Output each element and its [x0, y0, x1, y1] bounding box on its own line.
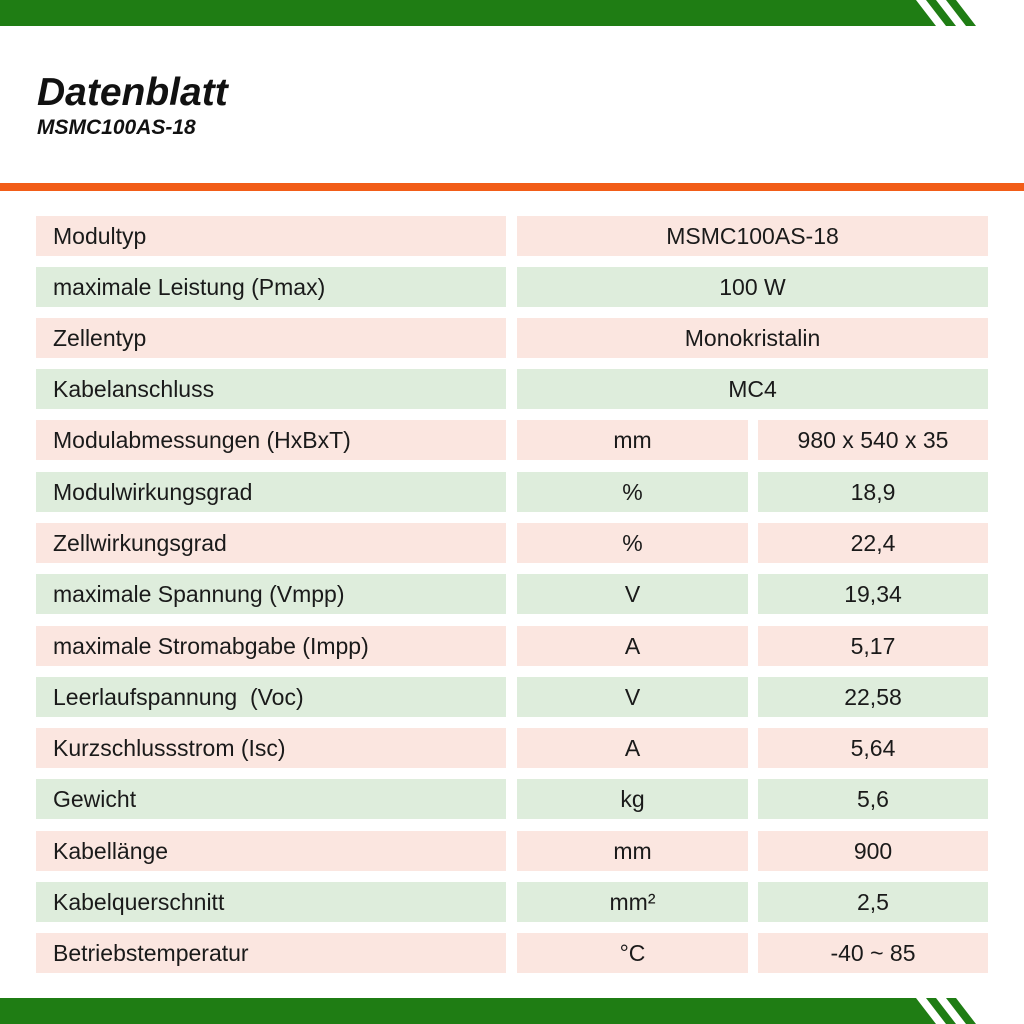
table-row: Kurzschlussstrom (Isc) A 5,64 — [36, 728, 988, 768]
table-row: Modultyp MSMC100AS-18 — [36, 216, 988, 256]
row-unit: % — [517, 523, 748, 563]
row-label: Zellwirkungsgrad — [36, 523, 506, 563]
row-label: Leerlaufspannung (Voc) — [36, 677, 506, 717]
row-value: 5,6 — [758, 779, 988, 819]
row-label: Modulabmessungen (HxBxT) — [36, 420, 506, 460]
row-label: Modulwirkungsgrad — [36, 472, 506, 512]
row-label: Kurzschlussstrom (Isc) — [36, 728, 506, 768]
table-row: maximale Stromabgabe (Impp) A 5,17 — [36, 626, 988, 666]
row-unit: mm — [517, 831, 748, 871]
table-row: Leerlaufspannung (Voc) V 22,58 — [36, 677, 988, 717]
row-unit: mm — [517, 420, 748, 460]
row-unit: mm² — [517, 882, 748, 922]
row-value: Monokristalin — [517, 318, 988, 358]
row-unit: A — [517, 728, 748, 768]
row-unit: % — [517, 472, 748, 512]
table-row: Modulwirkungsgrad % 18,9 — [36, 472, 988, 512]
row-value: 5,64 — [758, 728, 988, 768]
row-label: maximale Spannung (Vmpp) — [36, 574, 506, 614]
table-row: maximale Spannung (Vmpp) V 19,34 — [36, 574, 988, 614]
bottom-stripes-decoration — [916, 998, 1024, 1024]
row-label: maximale Leistung (Pmax) — [36, 267, 506, 307]
row-label: Kabelanschluss — [36, 369, 506, 409]
row-value: -40 ~ 85 — [758, 933, 988, 973]
orange-divider — [0, 183, 1024, 191]
row-label: Modultyp — [36, 216, 506, 256]
row-value: 980 x 540 x 35 — [758, 420, 988, 460]
table-row: maximale Leistung (Pmax) 100 W — [36, 267, 988, 307]
row-label: Zellentyp — [36, 318, 506, 358]
top-stripes-decoration — [916, 0, 1024, 26]
row-label: Gewicht — [36, 779, 506, 819]
top-green-band — [0, 0, 1024, 26]
row-value: 5,17 — [758, 626, 988, 666]
row-unit: A — [517, 626, 748, 666]
table-row: Kabellänge mm 900 — [36, 831, 988, 871]
row-unit: kg — [517, 779, 748, 819]
row-label: Kabellänge — [36, 831, 506, 871]
row-value: 18,9 — [758, 472, 988, 512]
page-title: Datenblatt — [37, 71, 228, 114]
table-row: Kabelquerschnitt mm² 2,5 — [36, 882, 988, 922]
row-value: MSMC100AS-18 — [517, 216, 988, 256]
row-unit: °C — [517, 933, 748, 973]
row-value: MC4 — [517, 369, 988, 409]
table-row: Kabelanschluss MC4 — [36, 369, 988, 409]
row-label: Kabelquerschnitt — [36, 882, 506, 922]
row-label: Betriebstemperatur — [36, 933, 506, 973]
row-value: 22,58 — [758, 677, 988, 717]
row-value: 900 — [758, 831, 988, 871]
table-row: Zellwirkungsgrad % 22,4 — [36, 523, 988, 563]
row-label: maximale Stromabgabe (Impp) — [36, 626, 506, 666]
row-value: 19,34 — [758, 574, 988, 614]
row-unit: V — [517, 574, 748, 614]
row-value: 100 W — [517, 267, 988, 307]
row-unit: V — [517, 677, 748, 717]
row-value: 22,4 — [758, 523, 988, 563]
table-row: Gewicht kg 5,6 — [36, 779, 988, 819]
model-subtitle: MSMC100AS-18 — [37, 116, 196, 139]
bottom-green-band — [0, 998, 1024, 1024]
table-row: Modulabmessungen (HxBxT) mm 980 x 540 x … — [36, 420, 988, 460]
table-row: Zellentyp Monokristalin — [36, 318, 988, 358]
row-value: 2,5 — [758, 882, 988, 922]
table-row: Betriebstemperatur °C -40 ~ 85 — [36, 933, 988, 973]
